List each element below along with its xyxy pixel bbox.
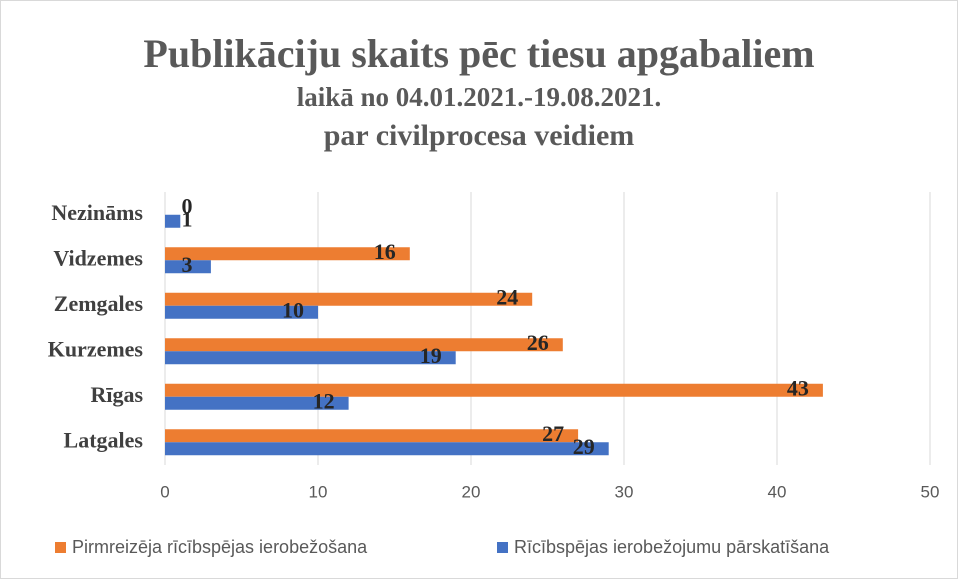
data-label: 29	[573, 434, 595, 459]
chart-subtitle: laikā no 04.01.2021.-19.08.2021.	[297, 82, 662, 112]
data-label: 10	[282, 297, 304, 322]
x-tick-label: 40	[768, 482, 787, 501]
bar	[165, 383, 823, 397]
y-tick-label: Latgales	[64, 427, 144, 452]
y-tick-label: Rīgas	[90, 382, 143, 407]
bar	[165, 429, 579, 443]
y-tick-label: Zemgales	[54, 291, 144, 316]
bar	[165, 247, 410, 261]
y-tick-label: Kurzemes	[48, 336, 144, 361]
bar	[165, 396, 349, 410]
legend-swatch	[497, 542, 508, 553]
data-label: 43	[787, 375, 809, 400]
bar	[165, 338, 563, 352]
data-label: 27	[542, 421, 564, 446]
y-tick-label: Nezināms	[51, 200, 143, 225]
bar	[165, 442, 609, 456]
bar	[165, 351, 456, 365]
bar	[165, 305, 318, 319]
data-label: 3	[182, 252, 193, 277]
legend-swatch	[55, 542, 66, 553]
bar	[165, 214, 181, 228]
x-tick-label: 30	[615, 482, 634, 501]
x-tick-label: 10	[309, 482, 328, 501]
chart-title: Publikāciju skaits pēc tiesu apgabaliem	[143, 31, 814, 76]
data-label: 26	[527, 330, 549, 355]
bar	[165, 260, 211, 274]
data-label: 19	[420, 343, 442, 368]
data-label: 24	[496, 284, 518, 309]
data-label: 12	[313, 388, 335, 413]
x-tick-label: 50	[921, 482, 940, 501]
y-tick-label: Vidzemes	[53, 245, 143, 270]
x-tick-label: 20	[462, 482, 481, 501]
bar	[165, 292, 533, 306]
data-label: 16	[374, 239, 396, 264]
legend-label: Rīcībspējas ierobežojumu pārskatīšana	[514, 537, 830, 557]
data-label: 1	[182, 206, 193, 231]
x-tick-label: 0	[160, 482, 169, 501]
legend-label: Pirmreizēja rīcībspējas ierobežošana	[72, 537, 368, 557]
chart-subtitle: par civilprocesa veidiem	[324, 119, 635, 152]
data-label: 0	[182, 193, 193, 218]
